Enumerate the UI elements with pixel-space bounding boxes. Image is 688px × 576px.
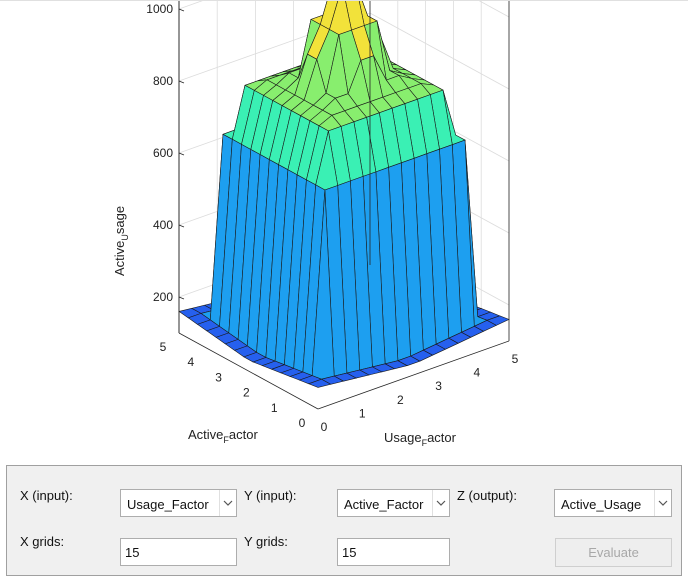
y-tick-label: 1 <box>271 401 278 415</box>
y-grids-label: Y grids: <box>244 534 288 549</box>
y-input-selected-value: Active_Factor <box>344 497 424 512</box>
z-tick-label: 400 <box>153 218 173 232</box>
x-input-label: X (input): <box>20 488 73 503</box>
z-output-selected-value: Active_Usage <box>561 497 642 512</box>
y-input-select[interactable]: Active_Factor <box>337 489 450 517</box>
y-tick-label: 2 <box>243 386 250 400</box>
y-input-label: Y (input): <box>244 488 297 503</box>
x-tick-label: 2 <box>397 393 404 407</box>
axes-lines <box>178 1 510 410</box>
x-tick-label: 4 <box>473 366 480 380</box>
control-panel: X (input): Usage_Factor Y (input): Activ… <box>6 465 682 576</box>
z-output-select[interactable]: Active_Usage <box>554 489 672 517</box>
x-axis-label: UsageFactor <box>384 430 457 448</box>
x-tick-label: 3 <box>435 379 442 393</box>
surface-plot[interactable]: 0 1 2 3 4 5 0 1 2 3 4 5 200 400 600 800 1000 ActiveUsage… <box>0 1 688 463</box>
y-tick-label: 5 <box>160 340 167 354</box>
chevron-down-icon[interactable] <box>654 490 671 516</box>
z-output-label: Z (output): <box>457 488 517 503</box>
x-grids-input[interactable]: 15 <box>120 538 237 566</box>
x-tick-label: 1 <box>359 406 366 420</box>
y-tick-label: 3 <box>215 370 222 384</box>
x-tick-label: 0 <box>321 420 328 434</box>
z-tick-label: 200 <box>153 290 173 304</box>
x-tick-label: 5 <box>512 352 519 366</box>
y-tick-label: 4 <box>187 355 194 369</box>
evaluate-button[interactable]: Evaluate <box>555 538 672 567</box>
surface-plot-area: 0 1 2 3 4 5 0 1 2 3 4 5 200 400 600 800 1000 ActiveUsage… <box>0 0 688 463</box>
z-axis-label: ActiveUsage <box>112 206 130 276</box>
y-grids-input[interactable]: 15 <box>337 538 450 566</box>
chevron-down-icon[interactable] <box>432 490 449 516</box>
x-input-select[interactable]: Usage_Factor <box>120 489 237 517</box>
y-axis-label: ActiveFactor <box>188 427 258 445</box>
y-tick-label: 0 <box>299 416 306 430</box>
tick-labels: 0 1 2 3 4 5 0 1 2 3 4 5 200 400 600 800 1000 <box>146 2 518 434</box>
z-tick-label: 1000 <box>146 2 173 16</box>
x-input-selected-value: Usage_Factor <box>127 497 209 512</box>
z-tick-label: 600 <box>153 146 173 160</box>
surface-mesh <box>178 1 510 388</box>
x-grids-label: X grids: <box>20 534 65 549</box>
chevron-down-icon[interactable] <box>219 490 236 516</box>
surface-patch <box>307 378 332 388</box>
z-tick-label: 800 <box>153 74 173 88</box>
